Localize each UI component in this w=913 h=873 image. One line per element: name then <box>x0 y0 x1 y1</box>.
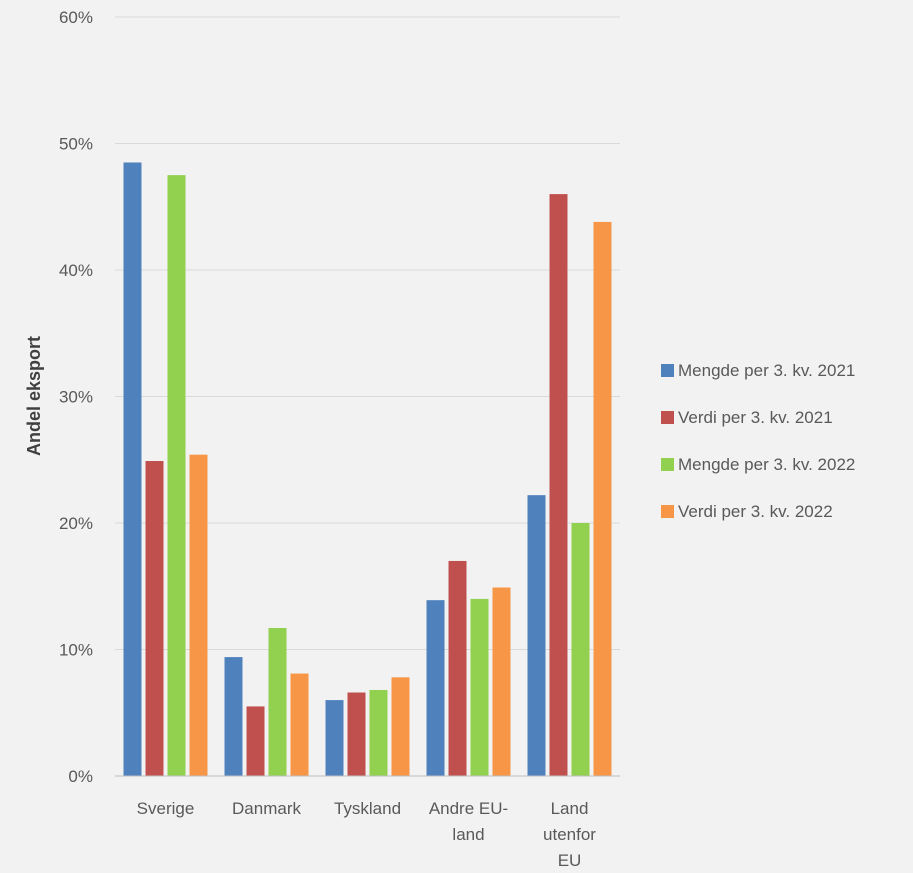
y-axis-ticks: 0% 10% 20% 30% 40% 50% 60% <box>59 8 93 786</box>
x-axis-ticks: Sverige Danmark Tyskland Andre EU-land Land u… <box>137 799 597 870</box>
bars <box>123 162 612 777</box>
y-tick-label: 10% <box>59 641 93 660</box>
x-tick-label: land <box>452 825 484 844</box>
legend-label: Verdi per 3. kv. 2022 <box>678 501 833 521</box>
legend-label: Verdi per 3. kv. 2021 <box>678 407 833 427</box>
legend-item: Verdi per 3. kv. 2022 <box>661 501 855 522</box>
bar <box>325 700 344 776</box>
legend-swatch <box>661 364 674 377</box>
x-tick-label: Andre EU- <box>429 799 508 818</box>
bar <box>189 454 208 776</box>
y-tick-label: 50% <box>59 135 93 154</box>
bar <box>571 523 590 776</box>
legend-swatch <box>661 411 674 424</box>
bar <box>426 600 445 776</box>
bar <box>290 673 309 776</box>
x-tick-label: Danmark <box>232 799 301 818</box>
y-tick-label: 20% <box>59 514 93 533</box>
legend-label: Mengde per 3. kv. 2022 <box>678 454 856 474</box>
bar <box>448 560 467 776</box>
bar <box>470 598 489 776</box>
x-tick-label: Sverige <box>137 799 195 818</box>
bar <box>246 706 265 776</box>
legend-label: Mengde per 3. kv. 2021 <box>678 360 856 380</box>
y-tick-label: 40% <box>59 261 93 280</box>
bar <box>123 162 142 777</box>
legend-item: Verdi per 3. kv. 2021 <box>661 407 855 428</box>
legend-swatch <box>661 458 674 471</box>
bar <box>268 627 287 776</box>
y-axis-label: Andel eksport <box>24 336 44 456</box>
bar <box>391 677 410 776</box>
bar <box>492 587 511 776</box>
legend: Mengde per 3. kv. 2021 Verdi per 3. kv. 2… <box>661 360 855 548</box>
bar <box>549 194 568 777</box>
bar <box>167 175 186 776</box>
bar <box>593 221 612 776</box>
y-tick-label: 0% <box>68 767 93 786</box>
legend-item: Mengde per 3. kv. 2022 <box>661 454 855 475</box>
bar <box>369 689 388 776</box>
bar <box>224 657 243 776</box>
x-tick-label: EU <box>558 851 582 870</box>
x-tick-label: Tyskland <box>334 799 401 818</box>
x-tick-label: Land <box>551 799 589 818</box>
x-tick-label: utenfor <box>543 825 596 844</box>
legend-swatch <box>661 505 674 518</box>
bar <box>347 692 366 776</box>
legend-item: Mengde per 3. kv. 2021 <box>661 360 855 381</box>
bar <box>527 495 546 776</box>
bar <box>145 461 164 776</box>
y-tick-label: 60% <box>59 8 93 27</box>
y-tick-label: 30% <box>59 388 93 407</box>
